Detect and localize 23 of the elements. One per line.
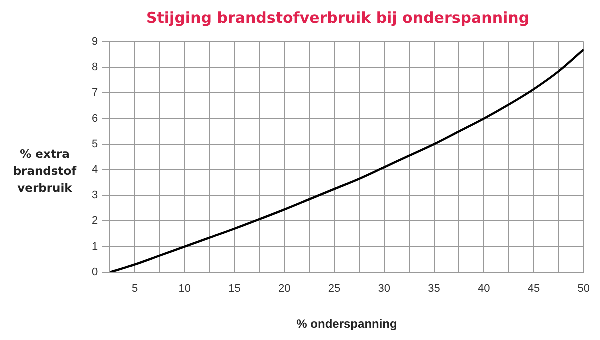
y-tick-label: 7	[92, 87, 98, 100]
x-tick-label: 20	[278, 283, 291, 296]
x-tick-label: 15	[228, 283, 241, 296]
x-tick-label: 50	[578, 283, 590, 296]
x-axis-title: % onderspanning	[296, 317, 398, 332]
y-tick-label: 1	[92, 240, 98, 253]
y-tick-label: 4	[92, 164, 98, 176]
y-tick-label: 5	[92, 138, 98, 150]
x-tick-label: 30	[378, 283, 391, 296]
x-tick-label: 35	[428, 283, 440, 296]
y-tick-label: 0	[92, 266, 98, 278]
y-tick-label: 2	[92, 215, 98, 228]
x-tick-label: 45	[528, 283, 540, 296]
y-tick-label: 9	[92, 36, 98, 48]
y-tick-label: 8	[92, 62, 98, 74]
x-tick-label: 10	[178, 283, 192, 296]
chart-title: Stijging brandstofverbruik bij onderspanning	[146, 8, 530, 27]
y-axis-title: % extra brandstof verbruik	[12, 146, 78, 197]
x-tick-label: 25	[328, 283, 341, 296]
x-tick-label: 40	[478, 283, 490, 296]
x-tick-label: 5	[132, 283, 138, 296]
y-tick-label: 6	[92, 112, 98, 125]
y-tick-label: 3	[92, 190, 98, 202]
